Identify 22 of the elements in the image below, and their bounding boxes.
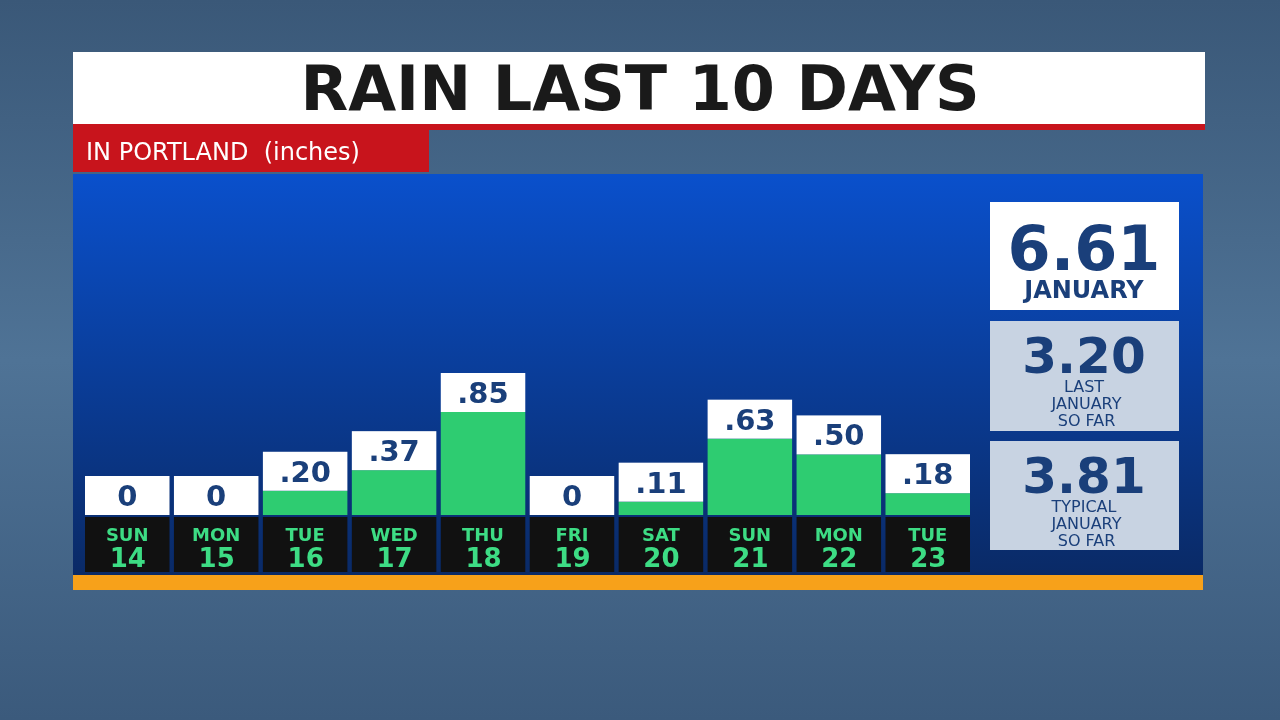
chart-title: RAIN LAST 10 DAYS [300,52,980,125]
x-tick-label: MON 22 [812,524,863,573]
data-label: .18 [902,457,954,492]
data-label: .50 [813,418,865,453]
data-label: .85 [457,376,509,410]
data-label: 0 [206,479,227,513]
x-tick-label: TUE 16 [278,524,325,573]
x-tick-label: TUE 23 [901,524,948,573]
x-tick-label: FRI 19 [545,524,591,573]
x-tick-label: SAT 20 [634,524,681,573]
data-label: 0 [561,479,583,513]
x-tick-label: MON 15 [189,524,241,573]
data-label: .11 [635,465,687,500]
data-label: .20 [279,454,331,489]
data-label: 0 [117,479,138,513]
data-label: .63 [724,402,776,437]
chart-subtitle: IN PORTLAND (inches) [86,138,360,166]
x-tick-label: SUN 21 [723,524,772,573]
x-tick-label: WED 17 [367,524,418,573]
x-tick-label: SUN 14 [100,524,149,573]
data-label: .37 [368,434,420,469]
x-tick-label: THU 18 [456,524,505,573]
